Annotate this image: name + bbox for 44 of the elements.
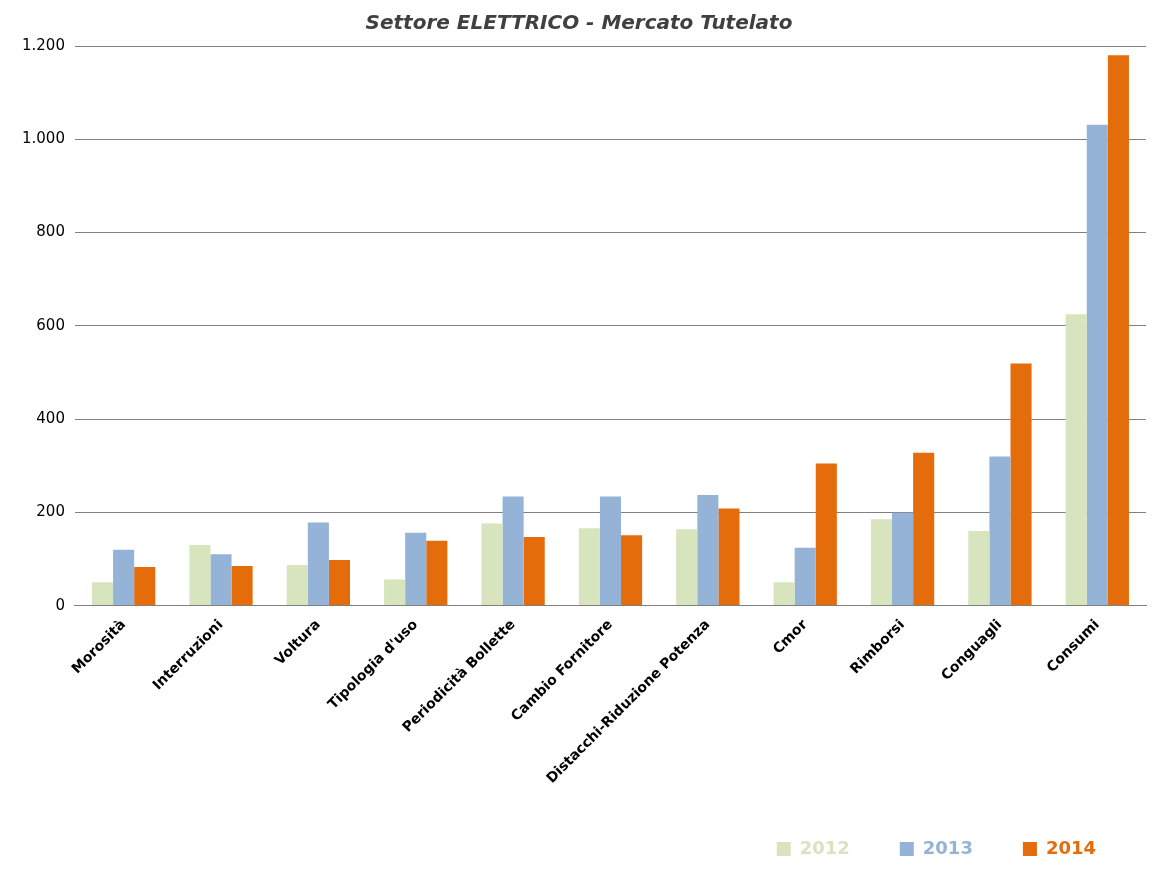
bar [523,537,545,606]
bar [578,528,600,606]
bar [599,496,622,606]
bar [189,544,211,606]
bar [870,519,893,606]
bar [134,566,156,606]
bar [621,535,643,606]
legend-label: 2012 [799,836,850,858]
bar [1086,124,1108,606]
bar [1107,55,1129,606]
bar [697,495,719,606]
bar [1065,314,1087,606]
bar [384,579,406,606]
bar [1010,363,1032,606]
bar [913,452,935,606]
bar [773,582,795,606]
bar [718,508,740,606]
bar [676,529,698,606]
bar [968,531,990,606]
bar [815,463,837,606]
bar [231,565,253,606]
y-tick-label: 400 [36,408,65,427]
bar [286,565,308,606]
y-tick-label: 1.200 [21,35,65,54]
bar [91,582,114,606]
bar [892,512,914,606]
bar [113,549,135,606]
y-tick-label: 800 [36,222,65,241]
bar [307,522,329,606]
bar [210,554,232,606]
bar [481,523,503,606]
y-tick-label: 1.000 [21,129,65,148]
bar [328,559,351,606]
bar [405,532,427,606]
legend-label: 2013 [922,836,973,858]
chart-title: Settore ELETTRICO - Mercato Tutelato [365,10,793,35]
bar [502,496,524,606]
legend-label: 2014 [1045,836,1097,858]
y-tick-label: 200 [36,502,65,521]
y-tick-label: 0 [55,595,65,614]
bar [794,547,816,606]
bar [989,456,1011,606]
y-tick-label: 600 [36,315,65,334]
bar [426,540,448,606]
